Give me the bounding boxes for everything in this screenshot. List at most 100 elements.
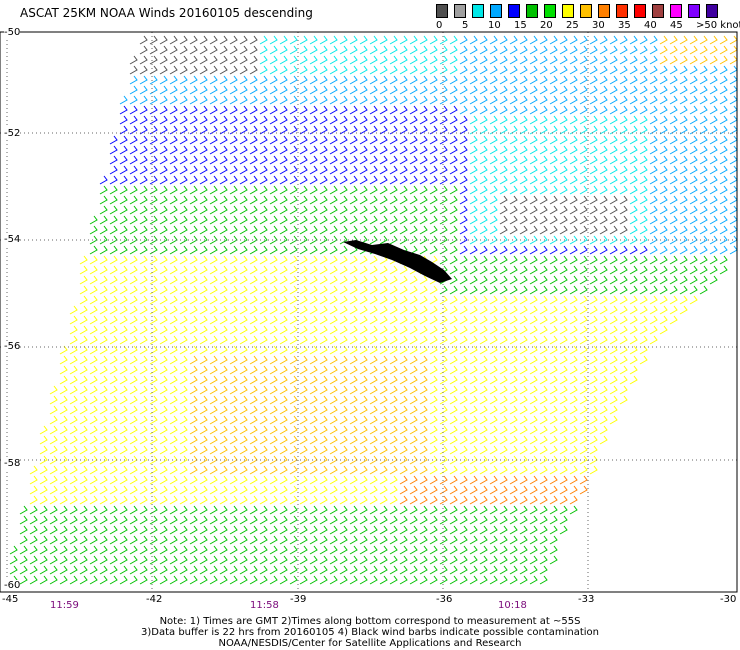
wind-barb bbox=[339, 215, 348, 225]
wind-barb bbox=[49, 505, 58, 515]
wind-barb bbox=[109, 565, 118, 575]
wind-barb bbox=[459, 285, 468, 295]
wind-barb bbox=[549, 215, 558, 225]
wind-barb bbox=[449, 475, 458, 485]
wind-barb bbox=[509, 115, 518, 125]
wind-barb bbox=[369, 85, 378, 95]
wind-barb bbox=[59, 555, 68, 565]
wind-barb bbox=[99, 365, 108, 375]
wind-barb bbox=[319, 195, 328, 205]
wind-barb bbox=[109, 415, 118, 425]
wind-barb bbox=[359, 395, 368, 405]
wind-barb bbox=[689, 145, 698, 155]
wind-barb bbox=[429, 345, 438, 355]
wind-barb bbox=[609, 325, 618, 335]
wind-barb bbox=[349, 95, 358, 105]
wind-barb bbox=[289, 425, 298, 435]
wind-barb bbox=[289, 305, 298, 315]
wind-barb bbox=[509, 515, 518, 525]
wind-barb bbox=[229, 245, 238, 255]
wind-barb bbox=[599, 425, 608, 435]
wind-barb bbox=[369, 335, 378, 345]
wind-barb bbox=[289, 145, 298, 155]
wind-barb bbox=[299, 575, 308, 585]
wind-barb bbox=[189, 295, 198, 305]
wind-barb bbox=[359, 545, 368, 555]
wind-barb bbox=[349, 465, 358, 475]
wind-barb bbox=[309, 295, 318, 305]
wind-barb bbox=[239, 455, 248, 465]
wind-barb bbox=[589, 425, 598, 435]
wind-barb bbox=[249, 55, 258, 65]
wind-barb bbox=[619, 245, 628, 255]
wind-barb bbox=[459, 155, 468, 165]
wind-barb bbox=[659, 325, 668, 335]
wind-barb bbox=[409, 565, 418, 575]
wind-barb bbox=[339, 45, 348, 55]
wind-barb bbox=[139, 395, 148, 405]
wind-barb bbox=[539, 225, 548, 235]
wind-barb bbox=[159, 145, 168, 155]
wind-barb bbox=[199, 115, 208, 125]
wind-barb bbox=[79, 335, 88, 345]
wind-barb bbox=[439, 365, 448, 375]
wind-barb bbox=[349, 525, 358, 535]
wind-barb bbox=[169, 355, 178, 365]
wind-barb bbox=[379, 395, 388, 405]
wind-barb bbox=[129, 365, 138, 375]
wind-barb bbox=[249, 105, 258, 115]
wind-barb bbox=[199, 405, 208, 415]
wind-barb bbox=[439, 105, 448, 115]
wind-barb bbox=[249, 545, 258, 555]
wind-barb bbox=[549, 55, 558, 65]
wind-barb bbox=[139, 135, 148, 145]
wind-barb bbox=[519, 525, 528, 535]
wind-barb bbox=[729, 245, 738, 255]
wind-barb bbox=[439, 385, 448, 395]
wind-barb bbox=[589, 165, 598, 175]
wind-barb bbox=[319, 65, 328, 75]
wind-barb bbox=[19, 525, 28, 535]
wind-barb bbox=[69, 565, 78, 575]
wind-barb bbox=[659, 135, 668, 145]
wind-barb bbox=[349, 485, 358, 495]
wind-barb bbox=[489, 145, 498, 155]
wind-barb bbox=[239, 105, 248, 115]
wind-barb bbox=[519, 55, 528, 65]
wind-barb bbox=[269, 175, 278, 185]
wind-barb bbox=[579, 475, 588, 485]
wind-barb bbox=[549, 435, 558, 445]
wind-barb bbox=[319, 185, 328, 195]
wind-barb bbox=[399, 165, 408, 175]
lat-label-60: -60 bbox=[4, 580, 21, 591]
wind-barb bbox=[369, 305, 378, 315]
wind-barb bbox=[159, 275, 168, 285]
wind-barb bbox=[659, 305, 668, 315]
wind-barb bbox=[459, 45, 468, 55]
wind-barb bbox=[549, 555, 558, 565]
wind-barb bbox=[269, 315, 278, 325]
wind-barb bbox=[169, 365, 178, 375]
wind-barb bbox=[449, 535, 458, 545]
wind-barb bbox=[259, 215, 268, 225]
wind-barb bbox=[379, 355, 388, 365]
wind-barb bbox=[189, 45, 198, 55]
wind-barb bbox=[449, 285, 458, 295]
wind-barb bbox=[709, 85, 718, 95]
wind-barb bbox=[619, 275, 628, 285]
wind-barb bbox=[599, 375, 608, 385]
wind-barb bbox=[629, 235, 638, 245]
wind-barb bbox=[499, 135, 508, 145]
wind-barb bbox=[459, 75, 468, 85]
wind-barb bbox=[349, 175, 358, 185]
wind-barb bbox=[589, 175, 598, 185]
wind-barb bbox=[389, 65, 398, 75]
wind-barb bbox=[349, 555, 358, 565]
wind-barb bbox=[519, 215, 528, 225]
wind-barb bbox=[489, 275, 498, 285]
wind-barb bbox=[519, 355, 528, 365]
wind-barb bbox=[199, 445, 208, 455]
wind-barb bbox=[509, 215, 518, 225]
wind-barb bbox=[279, 115, 288, 125]
wind-barb bbox=[449, 485, 458, 495]
